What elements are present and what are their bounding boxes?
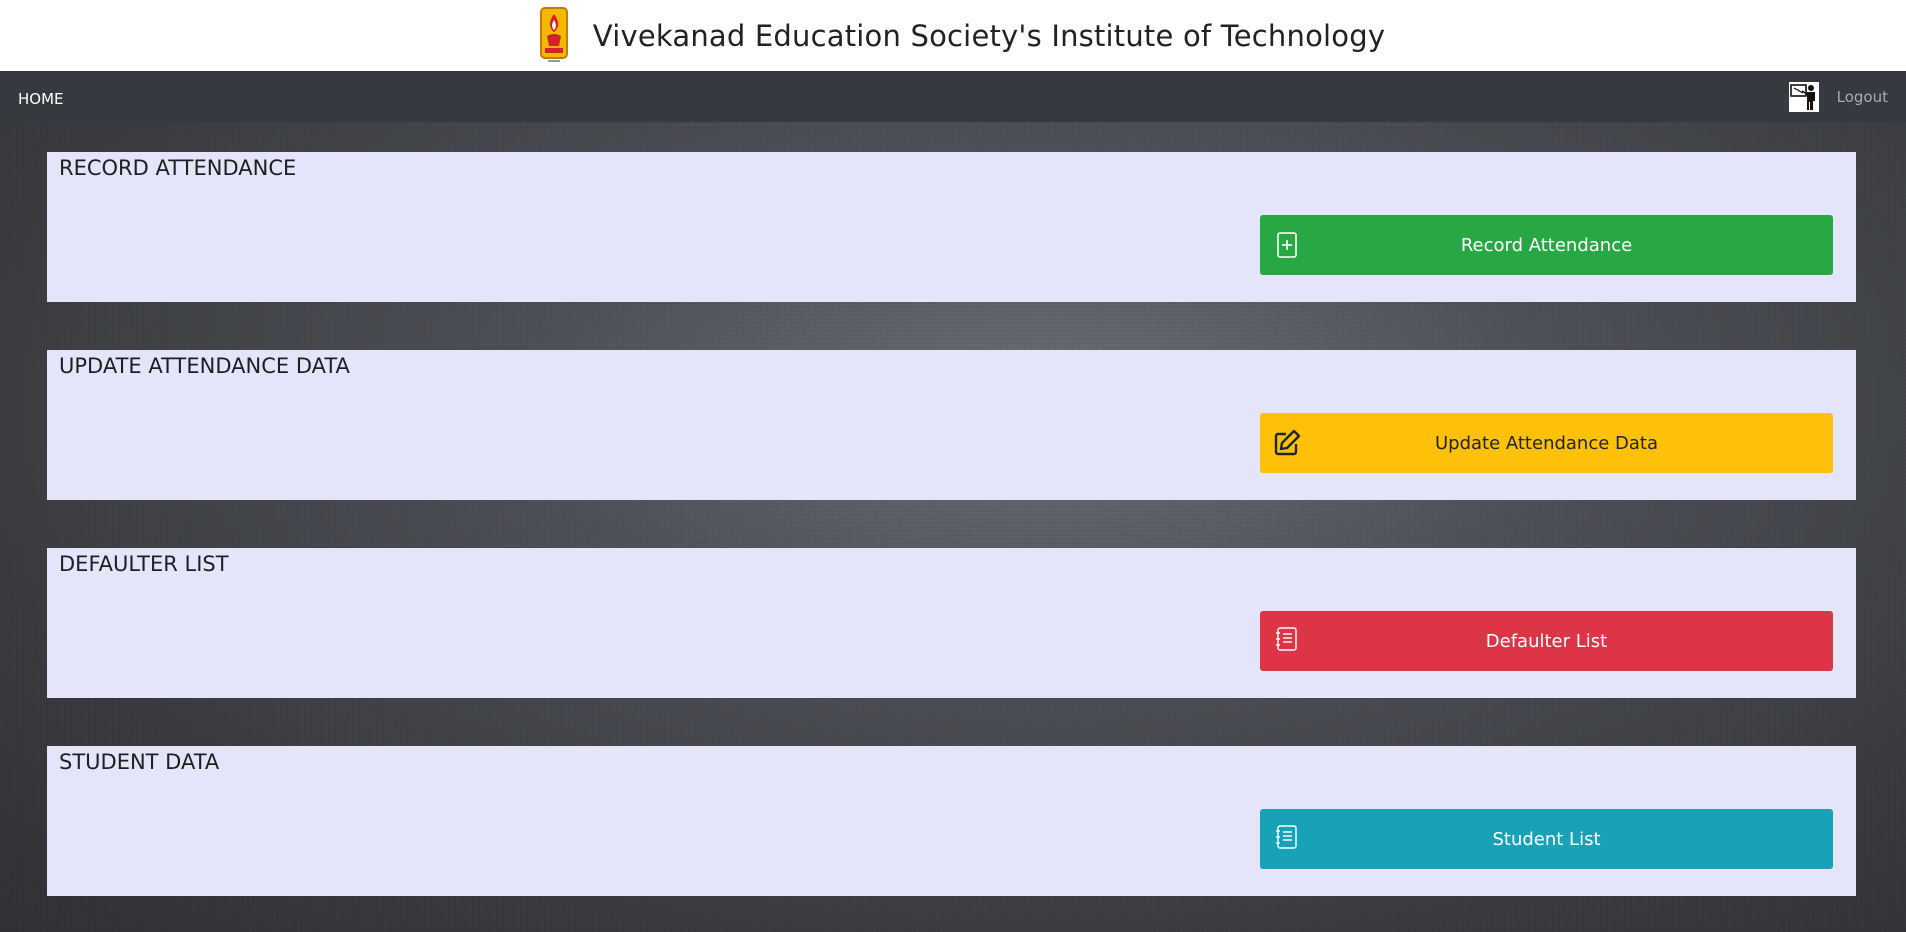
student-data-card: STUDENT DATA Student List xyxy=(47,746,1856,896)
header-brand: Vivekanad Education Society's Institute … xyxy=(539,6,1385,66)
main-content: RECORD ATTENDANCE Record Attendance UPDA… xyxy=(0,122,1906,932)
record-attendance-card: RECORD ATTENDANCE Record Attendance xyxy=(47,152,1856,302)
notebook-list-icon xyxy=(1276,627,1297,651)
update-attendance-button[interactable]: Update Attendance Data xyxy=(1260,413,1833,473)
site-header: Vivekanad Education Society's Institute … xyxy=(0,0,1906,71)
defaulter-list-card: DEFAULTER LIST Defaulter List xyxy=(47,548,1856,698)
card-title: STUDENT DATA xyxy=(59,750,220,774)
update-attendance-card: UPDATE ATTENDANCE DATA Update Attendance… xyxy=(47,350,1856,500)
student-list-button[interactable]: Student List xyxy=(1260,809,1833,869)
defaulter-list-button[interactable]: Defaulter List xyxy=(1260,611,1833,671)
site-title: Vivekanad Education Society's Institute … xyxy=(592,18,1386,53)
logout-link[interactable]: Logout xyxy=(1836,87,1888,106)
button-label: Record Attendance xyxy=(1460,234,1633,256)
button-label: Update Attendance Data xyxy=(1434,432,1659,454)
nav-home-link[interactable]: HOME xyxy=(18,89,64,108)
navbar: HOME Logout xyxy=(0,71,1906,122)
teacher-icon[interactable] xyxy=(1788,81,1819,112)
edit-icon xyxy=(1274,429,1301,456)
add-document-icon xyxy=(1277,232,1297,258)
ves-logo-icon xyxy=(539,6,568,62)
card-title: UPDATE ATTENDANCE DATA xyxy=(59,354,350,378)
record-attendance-button[interactable]: Record Attendance xyxy=(1260,215,1833,275)
notebook-list-icon xyxy=(1276,825,1297,849)
card-title: RECORD ATTENDANCE xyxy=(59,156,297,180)
button-label: Defaulter List xyxy=(1485,630,1608,652)
nav-right: Logout xyxy=(1788,81,1888,112)
button-label: Student List xyxy=(1492,828,1601,850)
card-title: DEFAULTER LIST xyxy=(59,552,229,576)
